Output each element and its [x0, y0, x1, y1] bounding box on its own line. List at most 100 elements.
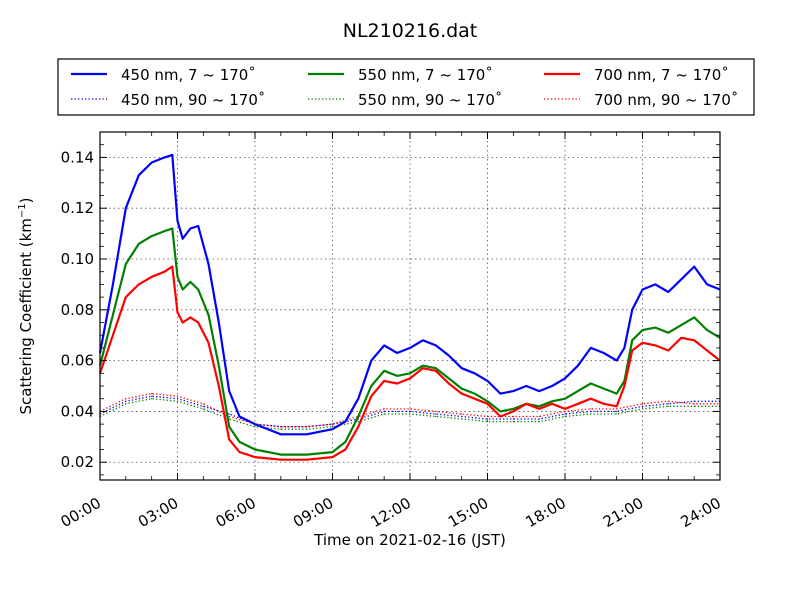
data-point-450-nm-7-170 — [228, 390, 230, 392]
data-point-700-nm-90-170 — [693, 403, 695, 405]
data-point-550-nm-7-170 — [189, 281, 191, 283]
legend-label-550-nm-90-170: 550 nm, 90 ~ 170˚ — [358, 91, 502, 109]
data-point-550-nm-7-170 — [383, 370, 385, 372]
data-point-700-nm-7-170 — [435, 370, 437, 372]
data-point-700-nm-7-170 — [344, 448, 346, 451]
data-point-700-nm-90-170 — [616, 408, 618, 410]
y-tick-label: 0.06 — [61, 352, 94, 370]
data-point-550-nm-7-170 — [706, 329, 708, 331]
data-point-450-nm-7-170 — [603, 352, 605, 354]
y-axis-label: Scattering Coefficient (km−1) — [17, 197, 35, 414]
data-point-450-nm-7-170 — [176, 220, 179, 222]
data-point-700-nm-90-170 — [667, 400, 669, 402]
data-point-550-nm-7-170 — [577, 390, 579, 392]
data-point-550-nm-90-170 — [512, 421, 514, 423]
data-point-450-nm-7-170 — [370, 360, 372, 362]
data-point-550-nm-7-170 — [693, 316, 695, 318]
grid — [100, 132, 720, 480]
data-point-450-nm-7-170 — [564, 377, 566, 379]
data-point-450-nm-7-170 — [551, 385, 553, 387]
data-point-700-nm-7-170 — [667, 349, 669, 352]
data-point-450-nm-7-170 — [474, 372, 476, 374]
data-point-700-nm-7-170 — [461, 393, 463, 395]
data-point-450-nm-90-170 — [202, 405, 204, 407]
data-point-550-nm-7-170 — [138, 243, 140, 245]
data-point-550-nm-7-170 — [680, 324, 682, 326]
data-point-700-nm-7-170 — [238, 451, 241, 453]
data-point-700-nm-7-170 — [706, 349, 708, 352]
data-point-550-nm-7-170 — [396, 375, 398, 377]
data-point-450-nm-7-170 — [693, 266, 695, 268]
data-point-700-nm-7-170 — [538, 408, 540, 410]
data-point-450-nm-90-170 — [228, 413, 230, 415]
data-point-450-nm-7-170 — [112, 283, 114, 285]
x-axis-label: Time on 2021-02-16 (JST) — [313, 531, 506, 549]
data-point-700-nm-90-170 — [228, 415, 230, 418]
legend-label-700-nm-90-170: 700 nm, 90 ~ 170˚ — [594, 91, 738, 109]
data-point-700-nm-7-170 — [422, 367, 424, 369]
data-point-550-nm-90-170 — [538, 421, 540, 423]
data-point-700-nm-7-170 — [280, 459, 282, 461]
data-point-550-nm-7-170 — [499, 410, 501, 412]
series-line-450-nm-7-170 — [98, 153, 721, 436]
legend-label-450-nm-90-170: 450 nm, 90 ~ 170˚ — [121, 91, 265, 109]
data-point-700-nm-90-170 — [176, 395, 179, 397]
data-point-550-nm-7-170 — [151, 235, 153, 237]
data-point-700-nm-7-170 — [331, 456, 334, 458]
data-point-450-nm-90-170 — [590, 410, 592, 412]
legend-label-450-nm-7-170: 450 nm, 7 ~ 170˚ — [121, 66, 256, 84]
data-point-550-nm-7-170 — [603, 388, 605, 390]
data-point-700-nm-90-170 — [461, 413, 463, 415]
data-point-450-nm-90-170 — [383, 410, 385, 412]
data-point-700-nm-90-170 — [512, 415, 514, 418]
x-tick-label: 09:00 — [290, 494, 336, 531]
data-point-700-nm-7-170 — [680, 337, 682, 339]
data-point-700-nm-7-170 — [525, 403, 527, 405]
y-tick-label: 0.10 — [61, 250, 94, 268]
data-point-700-nm-7-170 — [228, 438, 230, 440]
data-point-450-nm-7-170 — [238, 415, 241, 418]
data-point-450-nm-90-170 — [151, 395, 153, 397]
series-line-550-nm-7-170 — [98, 227, 721, 456]
data-point-700-nm-7-170 — [616, 405, 618, 407]
data-point-700-nm-7-170 — [474, 398, 476, 400]
x-tick-label: 00:00 — [58, 494, 104, 531]
data-point-450-nm-7-170 — [396, 352, 398, 354]
data-point-450-nm-7-170 — [680, 278, 682, 280]
data-point-450-nm-7-170 — [151, 161, 153, 164]
data-point-450-nm-7-170 — [590, 347, 592, 349]
data-point-450-nm-7-170 — [280, 433, 282, 435]
data-point-700-nm-7-170 — [590, 398, 592, 400]
data-point-550-nm-7-170 — [357, 415, 359, 418]
y-tick-label: 0.02 — [61, 453, 94, 471]
legend-label-550-nm-7-170: 550 nm, 7 ~ 170˚ — [358, 66, 493, 84]
data-point-700-nm-7-170 — [448, 382, 450, 385]
data-point-450-nm-90-170 — [616, 410, 618, 412]
data-point-550-nm-90-170 — [202, 408, 204, 410]
data-point-450-nm-7-170 — [218, 321, 220, 324]
data-point-700-nm-90-170 — [306, 426, 308, 428]
data-point-550-nm-7-170 — [461, 388, 463, 390]
data-point-550-nm-7-170 — [538, 405, 540, 407]
data-point-700-nm-7-170 — [171, 266, 173, 268]
data-point-700-nm-7-170 — [254, 456, 256, 458]
data-point-450-nm-7-170 — [435, 344, 437, 346]
data-point-700-nm-90-170 — [564, 410, 566, 412]
data-point-550-nm-90-170 — [409, 413, 411, 415]
data-point-550-nm-7-170 — [551, 400, 553, 402]
data-point-700-nm-7-170 — [197, 321, 199, 324]
data-point-550-nm-7-170 — [228, 426, 230, 428]
data-point-450-nm-7-170 — [182, 238, 184, 240]
data-point-700-nm-7-170 — [207, 342, 210, 344]
data-point-550-nm-90-170 — [461, 418, 463, 420]
x-tick-label: 21:00 — [600, 494, 646, 531]
data-point-550-nm-7-170 — [125, 263, 127, 265]
data-point-700-nm-7-170 — [151, 276, 153, 278]
data-point-450-nm-90-170 — [435, 413, 437, 415]
data-point-550-nm-7-170 — [667, 332, 669, 334]
data-point-700-nm-7-170 — [383, 380, 385, 382]
series-lines — [98, 153, 721, 461]
data-point-550-nm-90-170 — [641, 408, 644, 410]
y-tick-label: 0.04 — [61, 402, 94, 420]
